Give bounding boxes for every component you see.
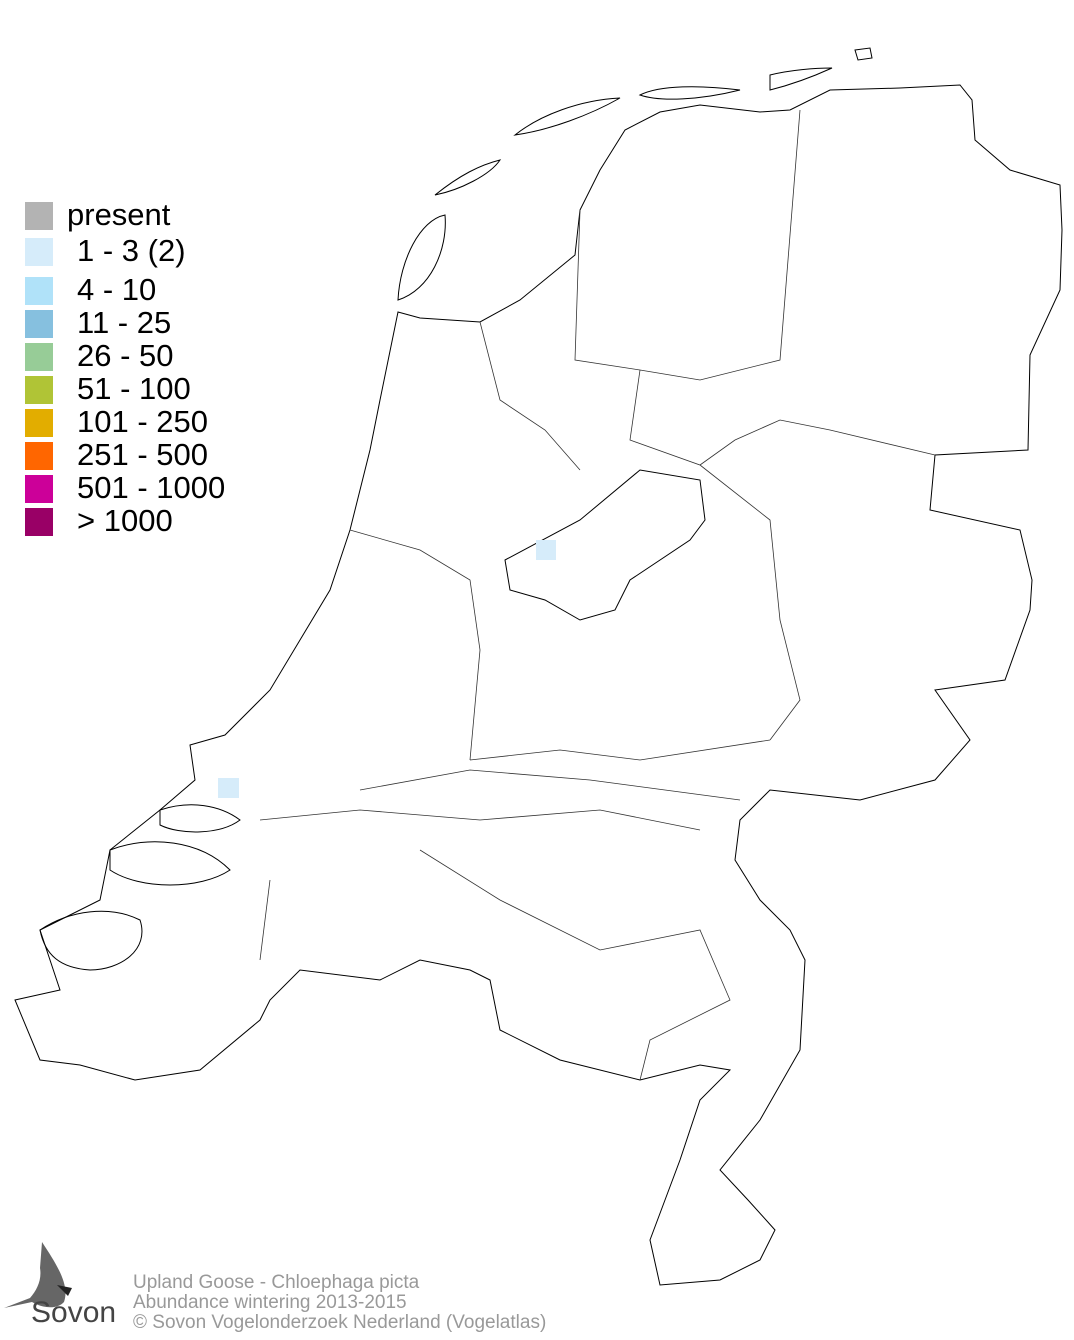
zeeland-islands xyxy=(39,804,241,971)
abundance-cell xyxy=(536,540,556,560)
map-caption: Upland Goose - Chloephaga picta Abundanc… xyxy=(133,1273,546,1333)
flevoland-outline xyxy=(504,469,706,621)
legend-label: 11 - 25 xyxy=(77,305,172,340)
legend-swatch xyxy=(25,277,53,305)
copyright: © Sovon Vogelonderzoek Nederland (Vogela… xyxy=(133,1312,547,1333)
legend-swatch xyxy=(25,475,53,503)
abundance-cell xyxy=(218,778,239,798)
legend-swatch xyxy=(25,442,53,470)
province-borders xyxy=(259,109,936,1081)
legend-label: 251 - 500 xyxy=(77,437,208,472)
legend-swatch xyxy=(25,310,53,338)
legend-swatch xyxy=(25,202,53,230)
legend-label: 101 - 250 xyxy=(77,404,208,439)
legend-swatch xyxy=(25,343,53,371)
legend-label: 26 - 50 xyxy=(77,338,174,373)
sovon-swallow-logo xyxy=(4,1242,72,1308)
legend-label: 1 - 3 (2) xyxy=(77,233,186,268)
logo-text: Sovon xyxy=(31,1296,117,1329)
country-outline xyxy=(14,84,1063,1286)
legend-swatch xyxy=(25,508,53,536)
map-subtitle: Abundance wintering 2013-2015 xyxy=(133,1292,407,1313)
legend-label: 501 - 1000 xyxy=(77,470,226,505)
legend-label: present xyxy=(67,197,171,232)
species-title: Upland Goose - Chloephaga picta xyxy=(133,1272,420,1293)
legend-label: 51 - 100 xyxy=(77,371,191,406)
legend-swatch xyxy=(25,238,53,266)
legend-swatch xyxy=(25,376,53,404)
legend-label: 4 - 10 xyxy=(77,272,157,307)
legend-label: > 1000 xyxy=(77,503,173,538)
legend-swatch xyxy=(25,409,53,437)
wadden-islands xyxy=(397,47,873,301)
